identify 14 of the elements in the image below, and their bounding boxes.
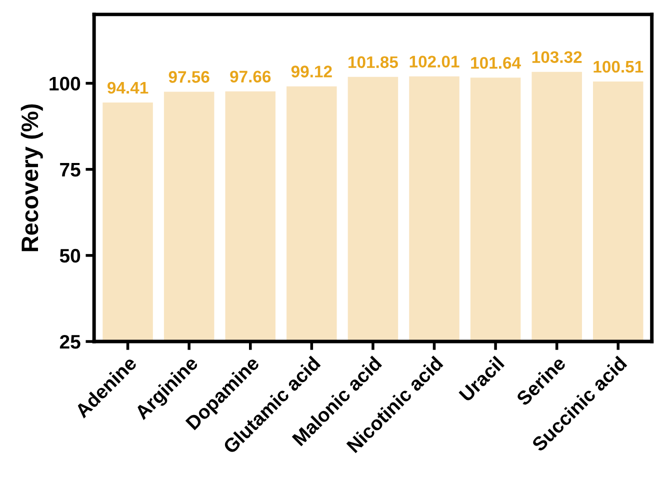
data-label: 103.32 <box>532 51 582 64</box>
y-tick-label: 50 <box>60 248 80 263</box>
data-label: 99.12 <box>291 66 332 78</box>
data-label: 102.01 <box>410 56 460 68</box>
data-label: 100.51 <box>594 60 644 73</box>
y-tick-label: 25 <box>60 334 80 349</box>
data-label: 94.41 <box>108 82 148 94</box>
data-label: 97.66 <box>230 70 271 82</box>
data-label: 101.64 <box>471 56 521 69</box>
data-label: 97.56 <box>168 71 210 83</box>
y-tick-label: 100 <box>50 76 80 91</box>
y-tick-label: 75 <box>60 163 80 177</box>
y-axis-title: Recovery (%) <box>20 104 43 252</box>
data-label: 101.85 <box>348 56 398 68</box>
